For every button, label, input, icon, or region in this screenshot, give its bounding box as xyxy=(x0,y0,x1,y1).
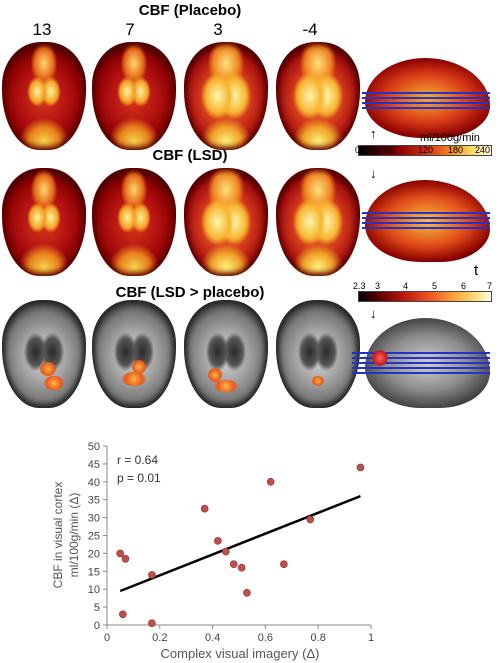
x-tick-label: 0.4 xyxy=(205,632,220,644)
data-point xyxy=(200,504,209,513)
cbf-tick-0: 0 xyxy=(355,145,361,155)
t-tick-3: 3 xyxy=(375,281,381,291)
data-point xyxy=(119,610,127,619)
activation-cluster xyxy=(122,372,146,386)
data-point xyxy=(222,547,230,556)
y-tick-label: 0 xyxy=(94,620,100,632)
y-tick-label: 5 xyxy=(94,602,100,614)
data-point xyxy=(280,560,288,568)
t-unit-label: t xyxy=(474,262,479,279)
t-colorbar xyxy=(358,291,492,302)
y-tick-label: 10 xyxy=(88,584,100,596)
y-axis-label-line2: ml/100g/min (Δ) xyxy=(67,493,81,578)
data-point xyxy=(237,563,246,572)
slice-label-minus4: -4 xyxy=(302,20,318,39)
t-tick-6: 6 xyxy=(461,281,467,291)
y-tick-label: 35 xyxy=(88,495,100,507)
x-tick-label: 0.6 xyxy=(258,632,273,644)
arrow-up-icon: ↑ xyxy=(370,126,377,141)
placebo-title: CBF (Placebo) xyxy=(138,2,242,19)
slice-position-lines-contrast xyxy=(352,352,490,377)
activation-cluster xyxy=(40,362,56,376)
data-point xyxy=(121,554,130,563)
activation-cluster xyxy=(312,376,324,386)
lsd-slice-3 xyxy=(184,168,268,276)
slice-label-3: 3 xyxy=(213,20,223,39)
y-tick-label: 30 xyxy=(88,513,100,525)
contrast-slice-13 xyxy=(2,300,86,408)
slice-label-13: 13 xyxy=(32,20,52,39)
activation-cluster xyxy=(214,380,238,392)
cbf-unit-label: ml/100g/min xyxy=(420,132,480,144)
lsd-sagittal xyxy=(365,180,490,262)
cbf-tick-60: 60 xyxy=(385,145,396,155)
slice-position-lines-lsd xyxy=(362,212,490,232)
activation-cluster-sagittal xyxy=(372,350,388,366)
y-tick-label: 15 xyxy=(88,566,100,578)
activation-cluster xyxy=(132,360,146,374)
t-tick-2-3: 2.3 xyxy=(353,281,366,291)
regression-line xyxy=(119,494,361,593)
data-point xyxy=(148,571,156,579)
x-tick-label: 0 xyxy=(104,632,110,644)
activation-cluster xyxy=(208,368,222,382)
y-tick-label: 45 xyxy=(88,459,100,471)
data-point xyxy=(306,515,315,524)
lsd-slice-7 xyxy=(92,168,176,276)
placebo-slice-7 xyxy=(92,42,176,150)
t-tick-7: 7 xyxy=(487,281,493,291)
lsd-title: CBF (LSD) xyxy=(152,147,228,164)
y-tick-label: 20 xyxy=(88,548,100,560)
scatter-plot: 0 5 10 15 20 25 30 35 40 45 50 0 0.2 0.4 0.6 0.8 1 Comple… xyxy=(51,441,374,661)
y-tick-label: 50 xyxy=(88,441,100,453)
data-point xyxy=(356,463,365,472)
x-axis-label: Complex visual imagery (Δ) xyxy=(161,646,320,661)
t-tick-4: 4 xyxy=(403,281,409,291)
x-tick-label: 0.8 xyxy=(311,632,326,644)
data-point xyxy=(214,537,222,545)
t-tick-5: 5 xyxy=(432,281,438,291)
activation-cluster xyxy=(44,376,64,390)
data-point xyxy=(229,560,238,568)
cbf-tick-120: 120 xyxy=(418,145,434,155)
lsd-slice-minus4 xyxy=(276,168,360,276)
contrast-slice-7 xyxy=(92,300,176,408)
x-tick-label: 1 xyxy=(368,632,374,644)
contrast-slice-minus4 xyxy=(276,300,360,408)
data-point xyxy=(116,549,124,558)
p-value-annotation: p = 0.01 xyxy=(117,471,161,485)
x-tick-label: 0.2 xyxy=(152,632,167,644)
arrow-down-icon: ↓ xyxy=(370,166,377,181)
arrow-down-icon-2: ↓ xyxy=(370,306,377,321)
y-tick-label: 25 xyxy=(88,531,100,543)
slice-position-lines-placebo xyxy=(362,92,490,112)
placebo-slice-13 xyxy=(2,42,86,150)
contrast-title: CBF (LSD > placebo) xyxy=(115,284,265,301)
slice-label-7: 7 xyxy=(125,20,135,39)
cbf-tick-240: 240 xyxy=(475,145,491,155)
y-tick-label: 40 xyxy=(88,477,100,489)
data-point xyxy=(243,588,251,597)
placebo-slice-3 xyxy=(184,42,268,150)
data-point xyxy=(266,477,275,486)
cbf-colorbar xyxy=(358,145,492,156)
data-point xyxy=(148,619,156,628)
r-value-annotation: r = 0.64 xyxy=(117,453,158,467)
placebo-slice-minus4 xyxy=(276,42,360,150)
lsd-slice-13 xyxy=(2,168,86,276)
cbf-tick-180: 180 xyxy=(448,145,464,155)
y-axis-label-line1: CBF in visual cortex xyxy=(51,482,65,589)
